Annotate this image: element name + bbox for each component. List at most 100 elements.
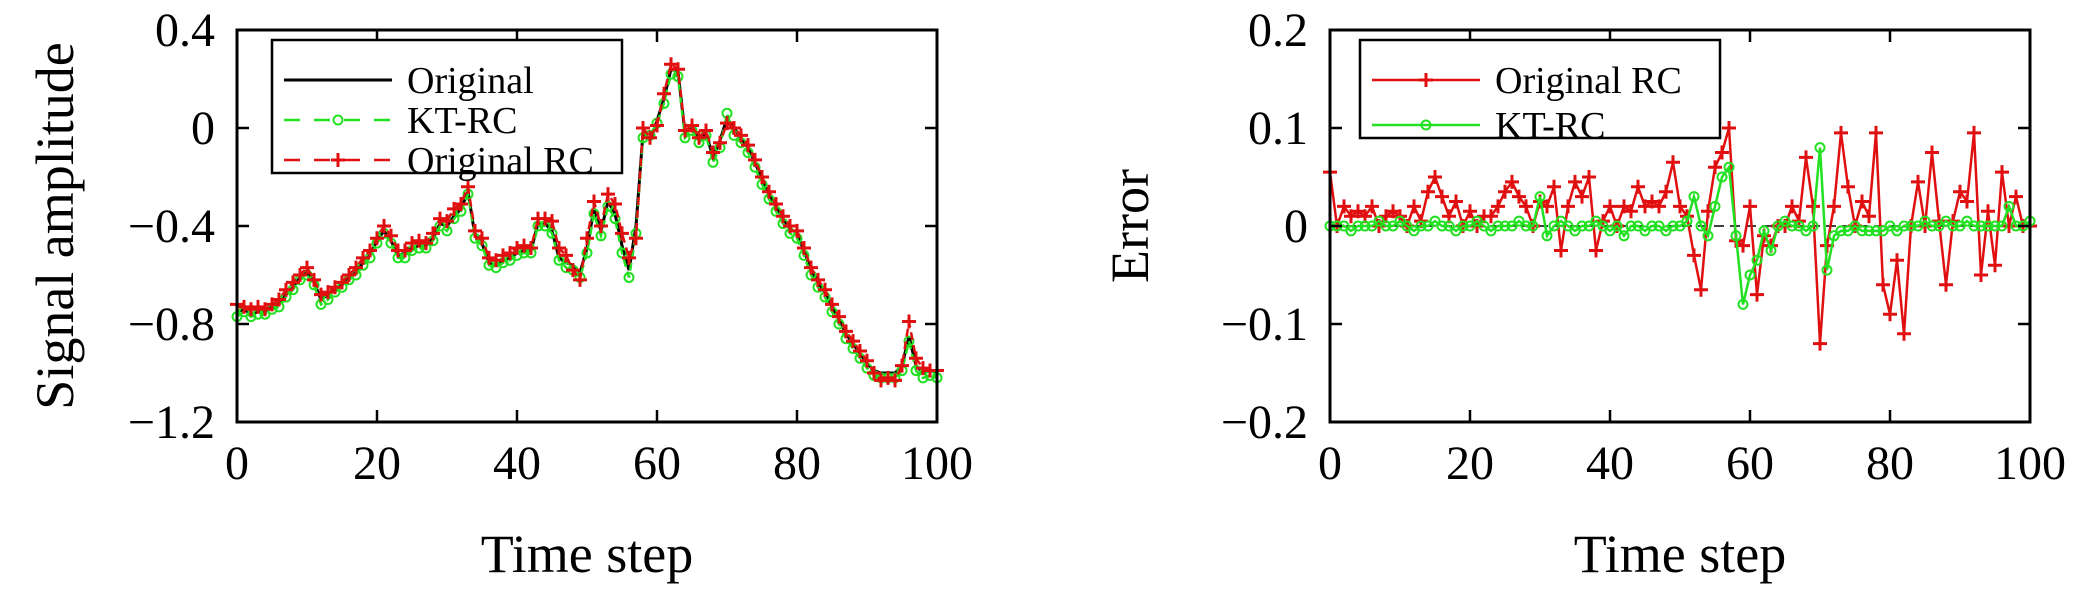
data-point (1786, 220, 1798, 232)
data-point (874, 373, 888, 388)
data-point (636, 121, 650, 135)
data-point (1463, 204, 1477, 219)
data-point (706, 145, 720, 160)
data-point (804, 260, 818, 275)
data-point (853, 343, 867, 358)
data-point (1666, 155, 1680, 170)
data-point (741, 138, 755, 153)
data-point (1660, 225, 1672, 237)
data-point (1589, 243, 1603, 258)
data-point (1492, 220, 1504, 232)
data-point (587, 194, 601, 209)
data-point (748, 152, 762, 167)
data-point (622, 250, 636, 265)
data-point (1576, 220, 1588, 232)
data-point (769, 196, 783, 211)
data-point (1870, 225, 1882, 237)
data-point (510, 241, 524, 256)
data-point (384, 228, 398, 243)
data-point (1575, 189, 1589, 204)
data-point (1618, 230, 1630, 242)
data-point (1722, 121, 1736, 135)
x-axis-title: Time step (481, 524, 694, 584)
x-tick-label: 40 (493, 437, 541, 490)
data-point (1428, 170, 1442, 184)
data-point (601, 187, 615, 202)
data-point (1730, 230, 1742, 242)
y-axis-title: Error (1100, 169, 1160, 283)
data-point (860, 353, 874, 368)
data-point (1674, 220, 1686, 232)
data-point (1793, 220, 1805, 232)
data-point (433, 211, 447, 226)
data-point (1975, 220, 1987, 232)
data-point (363, 243, 377, 258)
y-tick-label: 0 (1284, 200, 1308, 253)
x-tick-label: 80 (1866, 437, 1914, 490)
data-point (1505, 174, 1519, 189)
data-point (580, 231, 594, 246)
data-point (545, 214, 559, 229)
data-point (1751, 254, 1763, 266)
error-chart: 0 20 40 60 80 100 0.2 0.1 0 −0.1 −0.2 Time step Erro… (1100, 4, 2066, 584)
data-point (1827, 199, 1841, 214)
data-point (419, 236, 433, 251)
data-point (909, 351, 923, 366)
data-point (573, 272, 587, 287)
data-point (1911, 174, 1925, 189)
data-point (314, 287, 328, 302)
data-point (839, 324, 853, 339)
x-tick-label: 20 (353, 437, 401, 490)
data-point (398, 243, 412, 258)
data-point (1485, 225, 1497, 237)
data-point (1869, 125, 1883, 140)
data-point (2002, 219, 2016, 233)
data-point (300, 260, 314, 275)
data-point (910, 365, 922, 377)
legend-label: Original RC (407, 140, 594, 182)
data-point (342, 268, 356, 282)
data-point (1876, 277, 1890, 292)
data-point (1862, 209, 1876, 224)
data-point (1652, 199, 1666, 214)
data-point (1702, 230, 1714, 242)
y-axis-title: Signal amplitude (25, 42, 85, 409)
data-point (1981, 204, 1995, 219)
data-point (1582, 170, 1596, 184)
data-point (671, 62, 685, 77)
data-point (1548, 220, 1560, 232)
x-tick-label: 80 (773, 437, 821, 490)
data-point (1925, 145, 1939, 160)
data-point (685, 118, 699, 133)
data-point (699, 123, 713, 138)
data-point (1834, 125, 1848, 140)
data-point (377, 219, 391, 233)
y-tick-label: −0.4 (128, 200, 215, 253)
data-point (581, 247, 593, 259)
data-point (1569, 225, 1581, 237)
data-point (2009, 189, 2023, 204)
data-point (1799, 150, 1813, 165)
data-point (1967, 125, 1981, 140)
data-point (1407, 199, 1421, 214)
data-point (1457, 220, 1469, 232)
data-point (1387, 220, 1399, 232)
data-point (1765, 245, 1777, 256)
data-point (1877, 225, 1889, 237)
data-point (818, 282, 832, 297)
data-point (594, 219, 608, 233)
data-point (1359, 220, 1371, 232)
data-point (1807, 220, 1819, 232)
data-point (1443, 220, 1455, 232)
series-line (1328, 127, 2030, 344)
data-point (762, 184, 776, 199)
data-point (867, 366, 881, 380)
data-point (888, 373, 902, 388)
data-point (552, 241, 566, 256)
data-point (1884, 220, 1896, 232)
data-point (1562, 220, 1574, 232)
y-tick-label: −1.2 (128, 396, 215, 449)
data-point (251, 299, 265, 314)
